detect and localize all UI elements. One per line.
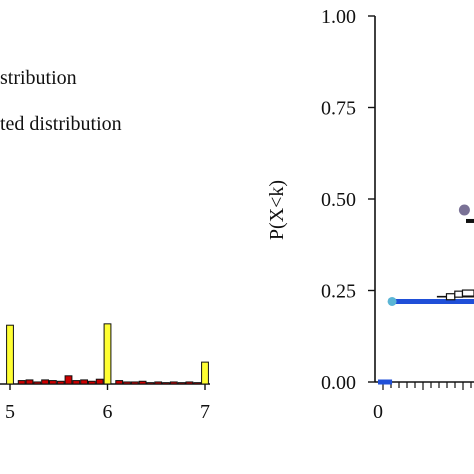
cdf-step-segment [461, 289, 474, 297]
bar-s1-12 [123, 381, 131, 385]
bar-s1-19 [177, 382, 186, 385]
left-x-tick-label: 5 [5, 401, 15, 423]
bar-s1-2 [33, 381, 42, 385]
bar-s1-0 [17, 380, 26, 385]
bar-s1-13 [130, 381, 139, 385]
bar-s1-10 [95, 378, 104, 385]
legend-entry-1: stribution [0, 67, 77, 89]
right-y-tick-label: 0.25 [321, 281, 356, 303]
right-y-tick-label: 0.50 [321, 189, 356, 211]
legend-entry-2: ted distribution [0, 113, 122, 135]
right-y-ticks: 0.00 0.25 0.50 0.75 1.00 [321, 6, 375, 394]
right-series [378, 204, 474, 385]
bar-s1-14 [138, 380, 147, 385]
left-x-ticks: 5 6 7 [5, 384, 210, 423]
right-y-axis-label: P(X<k) [266, 180, 288, 240]
bar-s1-1 [25, 379, 34, 385]
bar-s1-5 [56, 380, 65, 385]
bar-s1-11 [115, 380, 124, 385]
bar-s1-16 [154, 381, 163, 385]
bar-s1-18 [169, 381, 178, 385]
bar-s1-17 [162, 382, 170, 385]
bar-s1-3 [41, 379, 50, 385]
bar-s1-6 [64, 375, 73, 385]
bar-s1-7 [72, 380, 81, 385]
bar-s1-8 [80, 379, 89, 385]
cdf-step-segment [445, 293, 456, 301]
cdf-step-segment [454, 290, 464, 298]
bar-s1-20 [185, 381, 194, 385]
bar-s1-15 [146, 382, 155, 385]
cdf-marker [387, 296, 397, 306]
bar-s0-0 [6, 324, 14, 385]
bar-s1-9 [87, 380, 96, 385]
left-bars [6, 323, 209, 385]
bar-s1-4 [48, 380, 57, 385]
cdf-marker [458, 204, 470, 216]
right-x-ticks: 0 [373, 382, 472, 423]
right-y-tick-label: 0.75 [321, 98, 356, 120]
right-panel: P(X<k) 0.00 0.25 0.50 0.75 1.00 0 [266, 6, 474, 423]
right-y-tick-label: 0.00 [321, 372, 356, 394]
bar-s1-21 [193, 382, 202, 385]
bar-s0-1 [103, 323, 112, 385]
left-panel: stribution ted distribution 5 6 7 [0, 67, 210, 423]
right-x-tick-label: 0 [373, 401, 383, 423]
bar-s0-2 [201, 361, 209, 385]
right-y-tick-label: 1.00 [321, 6, 356, 28]
left-legend: stribution ted distribution [0, 67, 122, 135]
left-x-tick-label: 6 [103, 401, 113, 423]
left-x-tick-label: 7 [200, 401, 210, 423]
